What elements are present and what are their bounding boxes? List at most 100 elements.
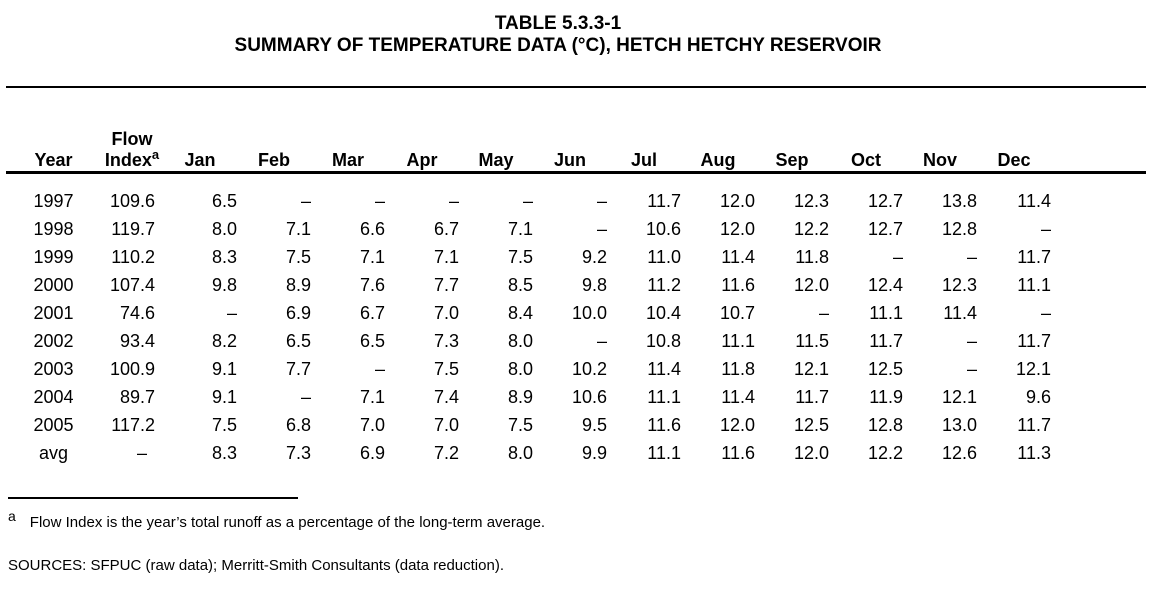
temperature-cell: 12.8 bbox=[941, 219, 977, 239]
temperature-cell: 8.2 bbox=[211, 331, 237, 351]
temperature-cell: – bbox=[818, 303, 829, 323]
year-cell: 2005 bbox=[33, 415, 74, 435]
footnote-marker: a bbox=[8, 508, 16, 524]
table-row: 1997 109.6 6.5 – – – – – 11.7 12.0 12.3 12.7 13.8 11.… bbox=[6, 171, 1051, 215]
col-header-oct: Oct bbox=[850, 150, 881, 170]
temperature-cell: – bbox=[596, 331, 607, 351]
temperature-cell: 6.5 bbox=[285, 331, 311, 351]
col-header-dec: Dec bbox=[997, 150, 1031, 170]
temperature-cell: 8.4 bbox=[507, 303, 533, 323]
flow-header-line2: Index bbox=[104, 150, 152, 170]
table-row: 2005 117.2 7.5 6.8 7.0 7.0 7.5 9.5 11.6 12.0 12.5 1… bbox=[6, 411, 1051, 439]
temperature-cell: 6.8 bbox=[285, 415, 311, 435]
footnote: a Flow Index is the year’s total runoff a… bbox=[8, 508, 1152, 532]
sources-note: SOURCES: SFPUC (raw data); Merritt-Smith… bbox=[8, 557, 504, 574]
temperature-cell: 7.3 bbox=[433, 331, 459, 351]
temperature-cell: 12.2 bbox=[867, 443, 903, 463]
temperature-cell: 10.4 bbox=[645, 303, 681, 323]
flow-index-cell: 93.4 bbox=[119, 331, 155, 351]
temperature-cell: 12.0 bbox=[719, 415, 755, 435]
col-header-jun: Jun bbox=[553, 150, 586, 170]
flow-index-cell: 89.7 bbox=[119, 387, 155, 407]
temperature-cell: – bbox=[374, 359, 385, 379]
temperature-cell: 9.5 bbox=[581, 415, 607, 435]
temperature-cell: 11.1 bbox=[647, 387, 681, 407]
table-row: 2000 107.4 9.8 8.9 7.6 7.7 8.5 9.8 11.2 11.6 12.0 1… bbox=[6, 271, 1051, 299]
header-row: Year Flow Indexa Jan Feb Mar Apr May Jun… bbox=[6, 86, 1051, 171]
header-bottom-rule bbox=[6, 171, 1146, 174]
temperature-cell: – bbox=[966, 359, 977, 379]
temperature-cell: 11.0 bbox=[647, 247, 681, 267]
flow-index-cell: – bbox=[136, 443, 147, 463]
table-caption: SUMMARY OF TEMPERATURE DATA (°C), HETCH … bbox=[234, 35, 882, 56]
temperature-cell: – bbox=[1040, 219, 1051, 239]
temperature-cell: 7.5 bbox=[211, 415, 237, 435]
temperature-cell: 12.4 bbox=[867, 275, 903, 295]
col-header-year: Year bbox=[34, 150, 73, 170]
temperature-table: Year Flow Indexa Jan Feb Mar Apr May Jun… bbox=[6, 86, 1051, 467]
temperature-cell: 10.6 bbox=[645, 219, 681, 239]
temperature-cell: – bbox=[596, 191, 607, 211]
temperature-cell: 11.4 bbox=[721, 387, 755, 407]
temperature-cell: – bbox=[966, 331, 977, 351]
temperature-cell: 12.1 bbox=[1015, 359, 1051, 379]
temperature-cell: 9.1 bbox=[211, 359, 237, 379]
year-cell: 2002 bbox=[33, 331, 74, 351]
temperature-cell: 8.0 bbox=[507, 359, 533, 379]
temperature-cell: 7.1 bbox=[433, 247, 459, 267]
temperature-cell: 8.0 bbox=[507, 331, 533, 351]
col-header-apr: Apr bbox=[406, 150, 438, 170]
footnote-separator-rule bbox=[8, 497, 298, 499]
table-top-rule bbox=[6, 86, 1146, 88]
temperature-cell: 10.0 bbox=[571, 303, 607, 323]
flow-index-cell: 119.7 bbox=[111, 219, 155, 239]
temperature-cell: 6.9 bbox=[285, 303, 311, 323]
temperature-cell: 12.0 bbox=[719, 191, 755, 211]
temperature-cell: 7.1 bbox=[285, 219, 311, 239]
temperature-cell: 7.0 bbox=[433, 303, 459, 323]
temperature-cell: 11.4 bbox=[943, 303, 977, 323]
temperature-cell: 7.5 bbox=[285, 247, 311, 267]
table-row: 2002 93.4 8.2 6.5 6.5 7.3 8.0 – 10.8 11.1 11.5 11.7… bbox=[6, 327, 1051, 355]
table-row: 2003 100.9 9.1 7.7 – 7.5 8.0 10.2 11.4 11.8 12.1 12… bbox=[6, 355, 1051, 383]
temperature-cell: 10.2 bbox=[571, 359, 607, 379]
flow-index-cell: 117.2 bbox=[111, 415, 155, 435]
temperature-cell: 12.0 bbox=[793, 443, 829, 463]
temperature-cell: 12.3 bbox=[941, 275, 977, 295]
temperature-cell: 11.7 bbox=[1017, 247, 1051, 267]
temperature-cell: – bbox=[300, 191, 311, 211]
temperature-cell: – bbox=[966, 247, 977, 267]
temperature-cell: 11.7 bbox=[869, 331, 903, 351]
year-cell: 2000 bbox=[33, 275, 74, 295]
temperature-cell: 6.5 bbox=[359, 331, 385, 351]
temperature-cell: – bbox=[892, 247, 903, 267]
temperature-cell: 11.7 bbox=[647, 191, 681, 211]
footnote-text: Flow Index is the year’s total runoff as… bbox=[29, 514, 546, 531]
col-header-sep: Sep bbox=[775, 150, 809, 170]
temperature-cell: 12.5 bbox=[867, 359, 903, 379]
temperature-cell: 7.5 bbox=[507, 247, 533, 267]
temperature-cell: – bbox=[226, 303, 237, 323]
temperature-cell: 8.9 bbox=[507, 387, 533, 407]
temperature-cell: 10.7 bbox=[719, 303, 755, 323]
flow-header-line1: Flow bbox=[111, 129, 153, 149]
temperature-cell: 12.5 bbox=[793, 415, 829, 435]
temperature-cell: – bbox=[300, 387, 311, 407]
temperature-cell: 9.8 bbox=[211, 275, 237, 295]
table-title: TABLE 5.3.3-1 SUMMARY OF TEMPERATURE DAT… bbox=[0, 0, 1116, 57]
table-number: TABLE 5.3.3-1 bbox=[494, 13, 622, 34]
temperature-cell: 7.7 bbox=[433, 275, 459, 295]
temperature-cell: 8.5 bbox=[507, 275, 533, 295]
col-header-aug: Aug bbox=[700, 150, 736, 170]
temperature-cell: 12.3 bbox=[793, 191, 829, 211]
temperature-cell: 7.1 bbox=[359, 247, 385, 267]
table-row: 1998 119.7 8.0 7.1 6.6 6.7 7.1 – 10.6 12.0 12.2 12.… bbox=[6, 215, 1051, 243]
temperature-cell: 6.7 bbox=[359, 303, 385, 323]
temperature-cell: 11.7 bbox=[1017, 415, 1051, 435]
temperature-cell: 11.4 bbox=[721, 247, 755, 267]
table-row: 1999 110.2 8.3 7.5 7.1 7.1 7.5 9.2 11.0 11.4 11.8 –… bbox=[6, 243, 1051, 271]
temperature-cell: 8.0 bbox=[507, 443, 533, 463]
temperature-cell: 9.6 bbox=[1025, 387, 1051, 407]
temperature-cell: – bbox=[596, 219, 607, 239]
footnote-marker-ref: a bbox=[151, 147, 160, 162]
